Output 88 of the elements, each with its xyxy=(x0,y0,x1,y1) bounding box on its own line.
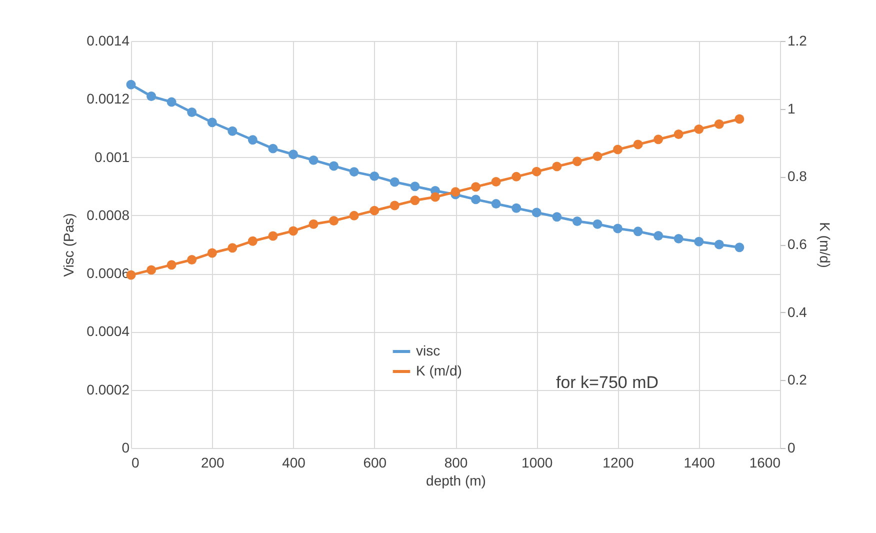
point xyxy=(228,243,238,253)
legend-label: K (m/d) xyxy=(416,362,462,378)
point xyxy=(308,219,318,229)
point xyxy=(491,177,501,186)
x-tick-label: 200 xyxy=(200,454,225,470)
y2-tick-label: 1 xyxy=(788,100,796,116)
point xyxy=(512,172,522,182)
point xyxy=(714,119,724,129)
point xyxy=(329,216,339,226)
point xyxy=(329,161,339,171)
point xyxy=(126,80,136,90)
point xyxy=(633,140,643,150)
x-tick-label: 400 xyxy=(282,454,306,470)
point xyxy=(390,200,400,210)
x-tick-label: 1000 xyxy=(522,454,553,470)
point xyxy=(207,248,217,258)
x-tick-label: 1400 xyxy=(684,454,716,470)
point xyxy=(491,199,501,209)
point xyxy=(228,126,238,136)
point xyxy=(370,171,380,181)
point xyxy=(471,194,481,204)
point xyxy=(187,255,197,264)
point xyxy=(714,240,724,250)
point xyxy=(552,162,562,172)
point xyxy=(532,208,542,218)
point xyxy=(248,236,258,246)
point xyxy=(734,242,744,252)
point xyxy=(654,231,664,241)
y2-tick-label: 1.2 xyxy=(788,32,808,48)
y-tick-label: 0.0002 xyxy=(86,381,130,398)
point xyxy=(390,177,400,187)
y2-tick-label: 0 xyxy=(788,440,796,456)
x-tick-label: 800 xyxy=(444,454,468,470)
y-axis-title: Visc (Pas) xyxy=(60,213,77,277)
point xyxy=(674,234,684,244)
point xyxy=(613,144,622,154)
x-tick-label: 1600 xyxy=(749,454,781,470)
point xyxy=(146,265,156,275)
y2-tick-label: 0.4 xyxy=(788,304,808,320)
x-tick-label: 600 xyxy=(363,454,387,470)
point xyxy=(613,224,622,234)
point xyxy=(166,97,176,107)
point xyxy=(633,226,643,236)
point xyxy=(349,210,359,220)
point xyxy=(288,150,298,160)
y2-tick-label: 0.6 xyxy=(788,236,808,252)
point xyxy=(207,118,217,128)
y-tick-label: 0 xyxy=(122,440,130,456)
point xyxy=(248,135,258,145)
point xyxy=(654,134,664,144)
point xyxy=(410,196,420,206)
x-axis-title: depth (m) xyxy=(426,472,486,488)
y-tick-label: 0.0012 xyxy=(86,90,130,107)
point xyxy=(370,206,380,216)
point xyxy=(734,114,744,124)
y2-axis-title: K (m/d) xyxy=(816,222,833,268)
x-tick-label: 1200 xyxy=(602,454,634,470)
y-tick-label: 0.0006 xyxy=(86,265,130,282)
point xyxy=(694,236,704,246)
point xyxy=(166,260,176,270)
point xyxy=(187,107,197,117)
point xyxy=(268,231,278,241)
point xyxy=(512,203,522,213)
annotation: for k=750 mD xyxy=(556,373,659,392)
y-tick-label: 0.0004 xyxy=(86,323,130,340)
legend-label: visc xyxy=(416,342,440,358)
point xyxy=(592,152,602,162)
point xyxy=(552,212,562,222)
point xyxy=(674,130,684,140)
y-tick-label: 0.0014 xyxy=(86,32,130,48)
point xyxy=(471,182,481,192)
point xyxy=(450,187,460,197)
point xyxy=(288,226,298,236)
y2-tick-label: 0.8 xyxy=(788,168,808,184)
point xyxy=(349,167,359,177)
point xyxy=(268,144,278,154)
point xyxy=(146,92,156,101)
y2-tick-label: 0.2 xyxy=(788,372,808,388)
y-tick-label: 0.0008 xyxy=(86,206,130,223)
point xyxy=(308,155,318,165)
point xyxy=(430,192,440,202)
point xyxy=(532,166,542,176)
point xyxy=(572,156,582,166)
point xyxy=(410,182,420,192)
point xyxy=(694,124,704,134)
point xyxy=(592,219,602,229)
point xyxy=(572,216,582,226)
y-tick-label: 0.001 xyxy=(94,148,130,165)
